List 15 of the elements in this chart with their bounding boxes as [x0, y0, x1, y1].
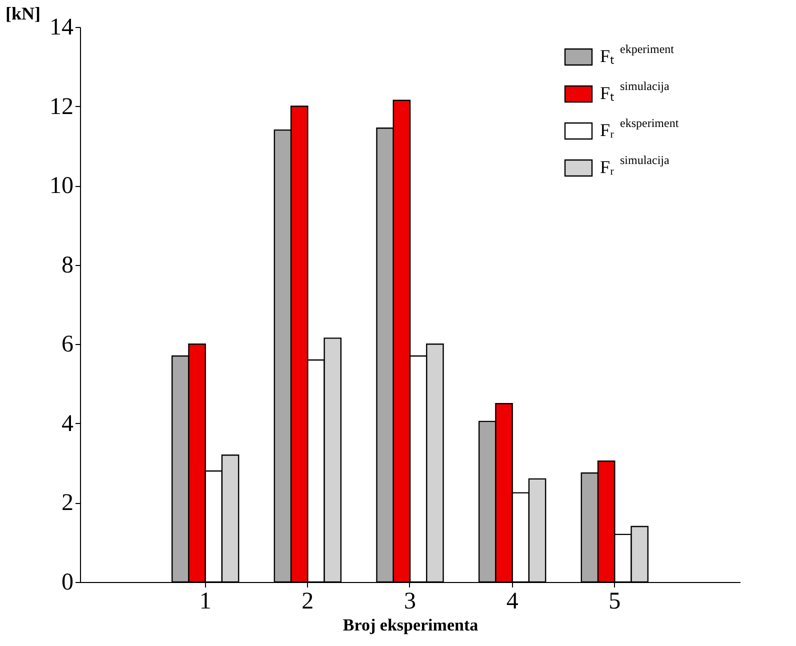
x-tick-label: 1 — [199, 588, 212, 614]
y-tick-label: 12 — [50, 94, 74, 120]
y-tick-label: 4 — [62, 410, 74, 437]
x-tick-label: 4 — [506, 588, 518, 614]
y-tick-label: 6 — [62, 332, 74, 358]
x-axis-title: Broj eksperimenta — [342, 616, 479, 634]
y-tick-label: 0 — [62, 570, 74, 596]
y-tick-label: 10 — [50, 173, 74, 200]
y-tick-label: 8 — [62, 252, 74, 278]
x-tick-label: 3 — [404, 588, 416, 614]
x-tick-label: 2 — [302, 588, 314, 614]
y-tick-label: 14 — [50, 14, 74, 40]
y-tick-label: 2 — [62, 490, 74, 516]
y-axis-title: [kN] — [6, 4, 40, 24]
x-tick-label: 5 — [608, 588, 621, 614]
